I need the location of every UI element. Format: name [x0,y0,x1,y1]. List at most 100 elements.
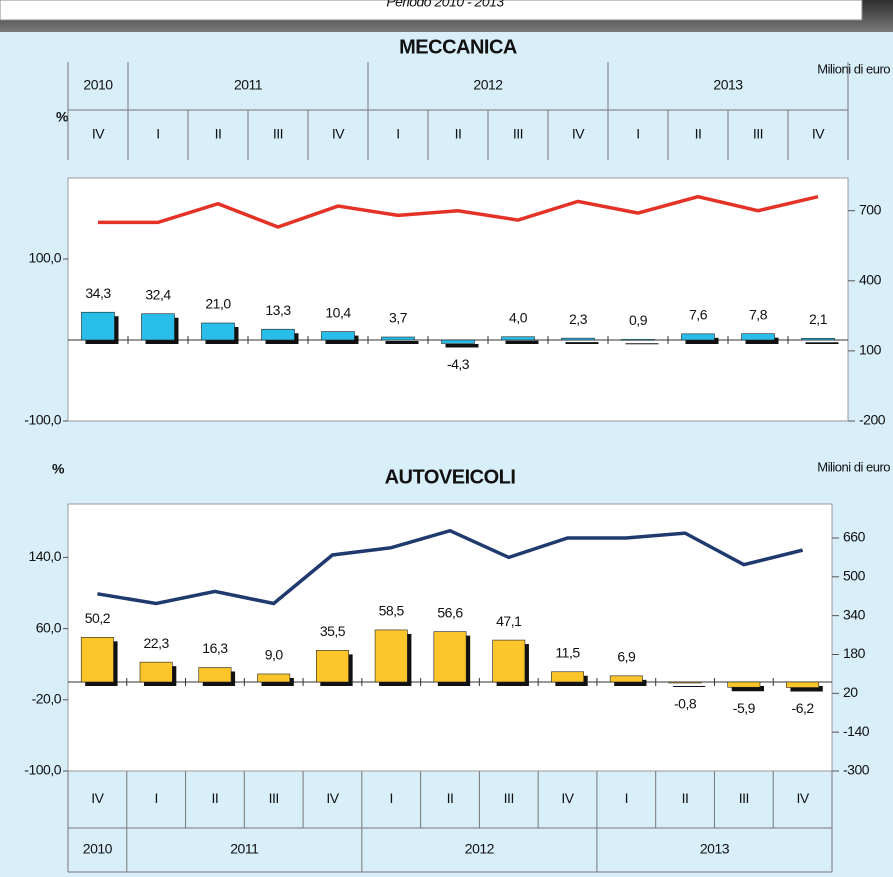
bar [609,675,643,683]
value-label: 10,4 [325,304,351,320]
quarter-label: I [396,126,399,142]
bar [81,311,115,341]
bar [681,333,715,341]
bar-shadow [745,337,779,344]
quarter-label: I [636,126,639,142]
bar [441,339,475,344]
line [97,528,804,606]
value-label: 2,1 [809,311,828,327]
value-label: -0,8 [674,695,697,711]
chart-title: AUTOVEICOLI [385,466,516,488]
plot-area [67,177,849,422]
value-label: 9,0 [265,647,284,663]
y2-tick-label: 340 [843,606,866,622]
quarter-label: IV [561,790,574,806]
bar [198,667,232,683]
y-tick-label: 100,0 [28,250,61,266]
value-label: 6,9 [617,649,636,665]
bar-shadow [672,686,706,687]
value-label: 7,8 [749,306,768,322]
bar [551,671,585,683]
bar [201,322,235,341]
value-label: 34,3 [85,285,111,301]
value-label: 7,6 [689,307,708,323]
bar-shadow [790,686,823,692]
y2-tick-label: 180 [843,645,866,661]
quarter-label: III [753,126,763,142]
bar [741,333,775,341]
value-label: 3,7 [389,310,408,326]
value-label: 0,9 [629,312,648,328]
value-label: 58,5 [379,603,405,619]
value-label: 22,3 [144,635,170,651]
quarter-label: I [154,790,157,806]
bar [80,637,114,683]
y2-axis-label: Milioni di euro [817,61,890,76]
quarter-label: III [273,126,283,142]
bar-shadow [625,343,659,345]
y-axis-label: % [56,109,69,125]
quarter-label: IV [92,126,105,142]
bar-shadow [685,337,719,344]
value-label: 16,3 [202,640,228,656]
y2-tick-label: 660 [843,529,866,545]
y-tick-label: -20,0 [32,691,62,707]
quarter-label: IV [332,126,345,142]
bar-shadow [565,342,599,344]
y2-tick-label: -200 [859,412,886,428]
bar-shadow [731,686,765,692]
bar [261,328,295,341]
quarter-label: II [695,126,702,142]
y2-tick-label: 100 [859,342,882,358]
year-label: 2010 [83,841,113,857]
year-label: 2013 [700,841,730,857]
line [98,194,819,229]
header-box [0,0,863,21]
bar [433,631,467,683]
y-tick-label: -100,0 [24,762,61,778]
bar-shadow [505,340,539,344]
value-label: -5,9 [733,700,756,716]
value-label: 2,3 [569,311,588,327]
y2-axis-label: Milioni di euro [817,459,890,474]
value-label: -4,3 [447,356,470,372]
value-label: 11,5 [555,644,580,660]
year-label: 2011 [230,841,259,857]
bar-shadow [614,679,647,686]
quarter-label: IV [91,790,104,806]
year-label: 2012 [473,77,503,93]
value-label: 50,2 [85,610,111,626]
quarter-label: IV [326,790,339,806]
bar-shadow [385,341,419,344]
bar [727,681,761,688]
y-tick-label: -100,0 [24,412,61,428]
bar [492,639,526,683]
y2-tick-label: -140 [843,723,870,739]
quarter-label: II [212,790,219,806]
quarter-label: II [455,126,462,142]
y2-tick-label: 20 [843,684,858,700]
quarter-label: III [504,790,514,806]
quarter-label: IV [572,126,585,142]
bar [381,336,415,341]
y-tick-label: 140,0 [28,548,61,564]
year-label: 2011 [234,77,263,93]
value-label: 4,0 [509,309,528,325]
value-label: 47,1 [496,613,522,629]
bar [321,331,355,341]
value-label: 32,4 [145,286,171,302]
bar-shadow [805,342,839,344]
subtitle: Periodo 2010 - 2013 [386,0,504,10]
bar [621,338,655,341]
bar [668,681,702,684]
chart-title: MECCANICA [399,36,517,58]
bar [501,336,535,341]
y2-tick-label: 400 [859,272,882,288]
bar [786,681,820,688]
bar [801,337,835,341]
value-label: 56,6 [437,604,463,620]
y2-tick-label: 700 [859,201,882,217]
year-label: 2010 [83,77,113,93]
quarter-label: III [269,790,279,806]
